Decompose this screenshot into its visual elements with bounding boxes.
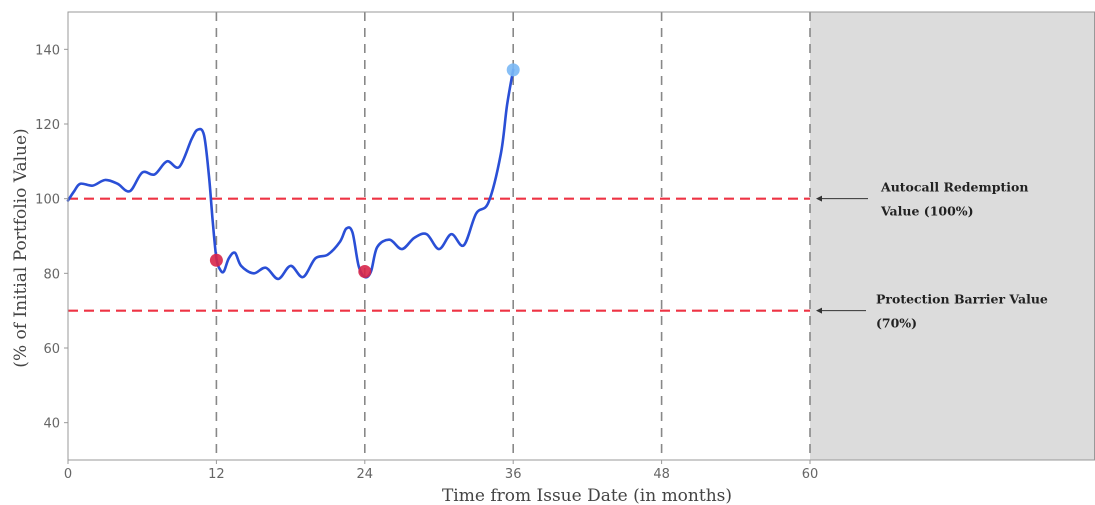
x-tick-label: 12 [208,467,225,482]
x-tick-label: 36 [505,467,522,482]
reference-lines [68,197,810,312]
event-marker [209,253,223,267]
arrow-head-icon [816,307,822,314]
event-markers [209,63,520,278]
y-axis-title: (% of Initial Portfolio Value) [11,128,31,367]
annotation-label: Autocall Redemption [880,180,1028,195]
x-tick-label: 48 [653,467,670,482]
shaded-region [810,12,1095,460]
x-tick-label: 0 [64,467,72,482]
x-axis-title: Time from Issue Date (in months) [442,486,732,505]
x-tick-label: 60 [802,467,819,482]
y-tick-label: 100 [35,193,60,208]
vertical-markers [215,12,811,460]
annotation-label: Protection Barrier Value [876,292,1048,307]
annotation-label: Value (100%) [880,204,974,219]
reference-annotations: Autocall Redemption Value (100%) Protectio… [816,180,1048,331]
x-tick-label: 24 [357,467,374,482]
y-tick-label: 120 [35,118,60,133]
y-tick-label: 40 [43,417,60,432]
y-tick-label: 80 [43,267,60,282]
y-tick-label: 140 [35,43,60,58]
annotation-label: (70%) [876,316,917,331]
series-line [66,68,515,281]
x-axis-ticks: 0 12 24 36 48 60 [64,460,818,482]
arrow-head-icon [816,195,822,202]
y-tick-label: 60 [43,342,60,357]
event-marker [506,63,520,77]
y-axis-ticks: 40 60 80 100 120 140 [35,43,68,432]
event-marker [358,264,372,278]
